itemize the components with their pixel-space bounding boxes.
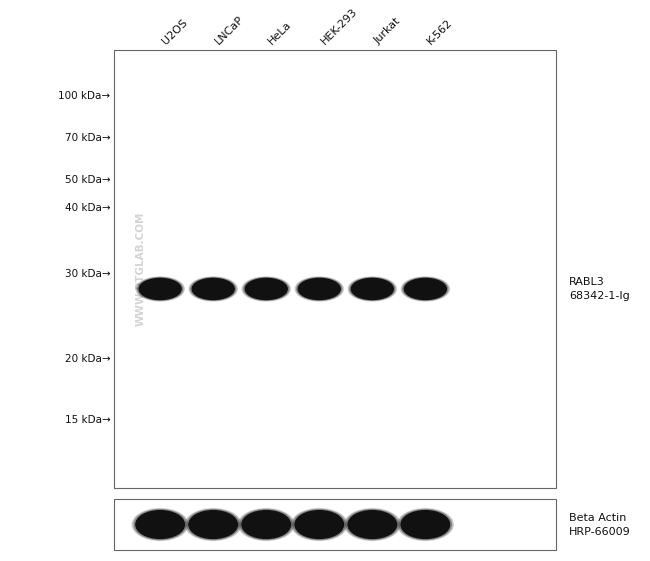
Text: RABL3
68342-1-Ig: RABL3 68342-1-Ig <box>569 277 629 301</box>
Text: 40 kDa→: 40 kDa→ <box>65 203 110 213</box>
Text: K-562: K-562 <box>425 17 454 46</box>
Ellipse shape <box>242 511 291 539</box>
Text: HEK-293: HEK-293 <box>319 6 359 46</box>
Ellipse shape <box>136 511 185 539</box>
Text: WWW.PTGLAB.COM: WWW.PTGLAB.COM <box>135 212 145 327</box>
Ellipse shape <box>348 511 396 539</box>
Ellipse shape <box>401 277 450 301</box>
Text: LNCaP: LNCaP <box>213 13 246 46</box>
Ellipse shape <box>295 511 344 539</box>
Text: 100 kDa→: 100 kDa→ <box>58 91 110 102</box>
Ellipse shape <box>344 509 400 540</box>
Ellipse shape <box>403 278 448 300</box>
Ellipse shape <box>295 277 343 301</box>
Text: HeLa: HeLa <box>266 19 293 46</box>
Ellipse shape <box>189 511 237 539</box>
Ellipse shape <box>189 277 237 301</box>
Ellipse shape <box>348 277 396 301</box>
Ellipse shape <box>185 509 241 540</box>
Ellipse shape <box>192 278 234 300</box>
Ellipse shape <box>190 278 236 300</box>
Ellipse shape <box>242 277 291 301</box>
Ellipse shape <box>296 278 342 300</box>
Text: 50 kDa→: 50 kDa→ <box>65 174 110 185</box>
Text: U2OS: U2OS <box>160 17 189 46</box>
Ellipse shape <box>346 509 398 540</box>
Text: 15 kDa→: 15 kDa→ <box>65 415 110 425</box>
Text: Jurkat: Jurkat <box>372 16 402 46</box>
Ellipse shape <box>244 278 289 300</box>
Ellipse shape <box>136 277 185 301</box>
Ellipse shape <box>240 509 292 540</box>
Ellipse shape <box>132 509 188 540</box>
Ellipse shape <box>239 509 294 540</box>
Text: 20 kDa→: 20 kDa→ <box>65 354 110 364</box>
Text: 70 kDa→: 70 kDa→ <box>65 133 110 143</box>
Ellipse shape <box>293 509 346 540</box>
Ellipse shape <box>350 278 395 300</box>
Ellipse shape <box>134 509 187 540</box>
Ellipse shape <box>404 278 447 300</box>
Ellipse shape <box>397 509 453 540</box>
Ellipse shape <box>399 509 452 540</box>
Text: 30 kDa→: 30 kDa→ <box>65 269 110 279</box>
Ellipse shape <box>401 511 450 539</box>
Ellipse shape <box>138 278 183 300</box>
Ellipse shape <box>298 278 341 300</box>
Ellipse shape <box>351 278 393 300</box>
Ellipse shape <box>245 278 287 300</box>
Ellipse shape <box>291 509 347 540</box>
Text: Beta Actin
HRP-66009: Beta Actin HRP-66009 <box>569 513 630 536</box>
Ellipse shape <box>139 278 181 300</box>
Ellipse shape <box>187 509 239 540</box>
